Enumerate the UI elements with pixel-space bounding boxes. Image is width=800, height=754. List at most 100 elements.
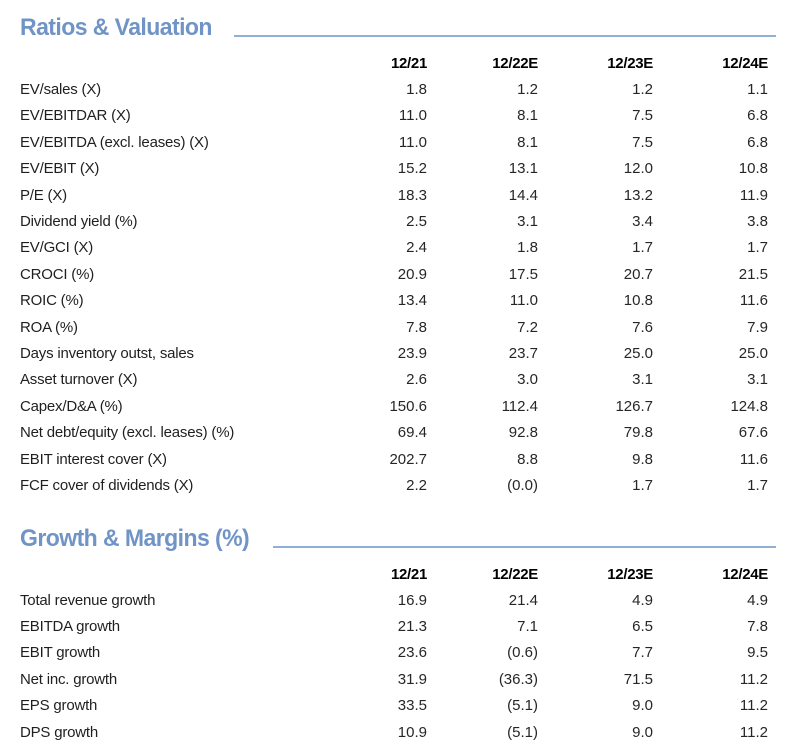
row-label: EPS growth bbox=[20, 697, 98, 715]
cell-value: 1.7 bbox=[632, 477, 653, 495]
cell-value: 31.9 bbox=[397, 670, 427, 688]
row-label: EBIT growth bbox=[20, 644, 101, 662]
cell-value: 6.8 bbox=[747, 107, 768, 125]
cell-value: 4.9 bbox=[747, 591, 768, 609]
row-label: Net inc. growth bbox=[20, 670, 118, 688]
row-label: CROCI (%) bbox=[20, 265, 95, 283]
cell-value: 1.2 bbox=[632, 81, 653, 98]
row-label: ROA (%) bbox=[20, 318, 78, 336]
cell-value: 10.8 bbox=[738, 160, 768, 178]
cell-value: 14.4 bbox=[508, 186, 538, 204]
cell-value: 124.8 bbox=[730, 397, 768, 415]
cell-value: (5.1) bbox=[507, 697, 538, 715]
cell-value: 13.4 bbox=[397, 292, 427, 310]
cell-value: 1.8 bbox=[517, 239, 538, 257]
cell-value: 17.5 bbox=[508, 265, 538, 283]
cell-value: 25.0 bbox=[738, 345, 768, 363]
row-label: Dividend yield (%) bbox=[20, 213, 138, 231]
cell-value: 1.7 bbox=[632, 239, 653, 257]
table-row: Net debt/equity (excl. leases) (%) 69.4 92… bbox=[20, 420, 768, 446]
table-row: EBIT interest cover (X) 202.7 8.8 9.8 11.6 bbox=[20, 447, 768, 473]
cell-value: 21.3 bbox=[397, 617, 427, 635]
cell-value: 9.0 bbox=[632, 697, 653, 715]
cell-value: (0.0) bbox=[507, 477, 538, 495]
cell-value: 92.8 bbox=[508, 424, 538, 442]
cell-value: 11.0 bbox=[509, 292, 538, 310]
table-row: EV/EBITDAR (X) 11.0 8.1 7.5 6.8 bbox=[20, 103, 768, 129]
cell-value: 3.4 bbox=[632, 213, 653, 231]
column-header-row: 12/21 12/22E 12/23E 12/24E bbox=[20, 51, 768, 77]
table-row: EBITDA growth 21.3 7.1 6.5 7.8 bbox=[20, 614, 768, 640]
table-row: EV/EBITDA (excl. leases) (X) 11.0 8.1 7.5 6.… bbox=[20, 130, 768, 156]
row-label: EV/GCI (X) bbox=[20, 239, 94, 257]
section-header: Growth & Margins (%) bbox=[20, 525, 776, 553]
cell-value: 202.7 bbox=[389, 450, 427, 468]
row-label: Days inventory outst, sales bbox=[20, 345, 194, 363]
cell-value: 7.8 bbox=[747, 617, 768, 635]
row-label: Total revenue growth bbox=[20, 591, 156, 609]
table-row: ROA (%) 7.8 7.2 7.6 7.9 bbox=[20, 315, 768, 341]
table-row: EV/sales (X) 1.8 1.2 1.2 1.1 bbox=[20, 77, 768, 103]
cell-value: 16.9 bbox=[397, 591, 427, 609]
cell-value: 15.2 bbox=[397, 160, 427, 178]
cell-value: 21.4 bbox=[508, 591, 538, 609]
row-label: DPS growth bbox=[20, 723, 99, 741]
cell-value: 4.9 bbox=[632, 591, 653, 609]
table-row: FCF cover of dividends (X) 2.2 (0.0) 1.7 1.7 bbox=[20, 473, 768, 499]
cell-value: (0.6) bbox=[507, 644, 538, 662]
cell-value: 67.6 bbox=[738, 424, 768, 442]
column-header: 12/21 bbox=[390, 565, 427, 583]
table-row: EPS growth 33.5 (5.1) 9.0 11.2 bbox=[20, 693, 768, 719]
cell-value: 3.8 bbox=[747, 213, 768, 231]
cell-value: 112.4 bbox=[501, 397, 538, 415]
cell-value: 7.1 bbox=[517, 617, 538, 635]
row-label: Asset turnover (X) bbox=[20, 371, 138, 389]
table-row: Capex/D&A (%) 150.6 112.4 126.7 124.8 bbox=[20, 394, 768, 420]
cell-value: 2.6 bbox=[406, 371, 427, 389]
cell-value: 10.8 bbox=[623, 292, 653, 310]
cell-value: 11.2 bbox=[739, 670, 768, 688]
cell-value: 23.6 bbox=[397, 644, 427, 662]
cell-value: 3.0 bbox=[517, 371, 538, 389]
ratios-valuation-table: 12/21 12/22E 12/23E 12/24E EV/sales (X) 1.8 1… bbox=[20, 51, 768, 500]
row-label: Net debt/equity (excl. leases) (%) bbox=[20, 424, 235, 442]
table-row: Days inventory outst, sales 23.9 23.7 25.0 2… bbox=[20, 341, 768, 367]
cell-value: 1.7 bbox=[747, 477, 768, 495]
section-title: Ratios & Valuation bbox=[20, 14, 212, 41]
table-row: Asset turnover (X) 2.6 3.0 3.1 3.1 bbox=[20, 367, 768, 393]
cell-value: 9.8 bbox=[632, 450, 653, 468]
row-label: EV/EBIT (X) bbox=[20, 160, 100, 178]
label-column-header bbox=[20, 562, 320, 588]
cell-value: 6.5 bbox=[632, 617, 653, 635]
table-row: ROIC (%) 13.4 11.0 10.8 11.6 bbox=[20, 288, 768, 314]
cell-value: 20.9 bbox=[397, 265, 427, 283]
cell-value: 1.8 bbox=[406, 81, 427, 98]
column-header: 12/22E bbox=[492, 565, 538, 583]
cell-value: 8.1 bbox=[517, 107, 538, 125]
section-ratios-valuation: Ratios & Valuation 12/21 12/22E 12/23E 12/2… bbox=[20, 14, 776, 500]
cell-value: 3.1 bbox=[747, 371, 768, 389]
table-row: Net inc. growth 31.9 (36.3) 71.5 11.2 bbox=[20, 667, 768, 693]
table-row: EBIT growth 23.6 (0.6) 7.7 9.5 bbox=[20, 640, 768, 666]
cell-value: 150.6 bbox=[389, 397, 427, 415]
cell-value: 10.9 bbox=[397, 723, 427, 741]
cell-value: 8.8 bbox=[517, 450, 538, 468]
cell-value: (36.3) bbox=[498, 670, 538, 688]
cell-value: 7.5 bbox=[632, 107, 653, 125]
cell-value: 8.1 bbox=[517, 133, 538, 151]
cell-value: 12.0 bbox=[623, 160, 653, 178]
cell-value: 11.6 bbox=[739, 292, 768, 310]
cell-value: 71.5 bbox=[623, 670, 653, 688]
cell-value: 11.0 bbox=[398, 107, 427, 125]
cell-value: 7.2 bbox=[517, 318, 538, 336]
cell-value: 23.7 bbox=[508, 345, 538, 363]
table-row: DPS growth 10.9 (5.1) 9.0 11.2 bbox=[20, 720, 768, 746]
row-label: EV/EBITDAR (X) bbox=[20, 107, 131, 125]
cell-value: 126.7 bbox=[615, 397, 653, 415]
cell-value: 7.5 bbox=[632, 133, 653, 151]
cell-value: 11.2 bbox=[739, 723, 768, 741]
cell-value: (5.1) bbox=[507, 723, 538, 741]
column-header: 12/23E bbox=[607, 565, 653, 583]
section-rule-line bbox=[233, 35, 776, 37]
